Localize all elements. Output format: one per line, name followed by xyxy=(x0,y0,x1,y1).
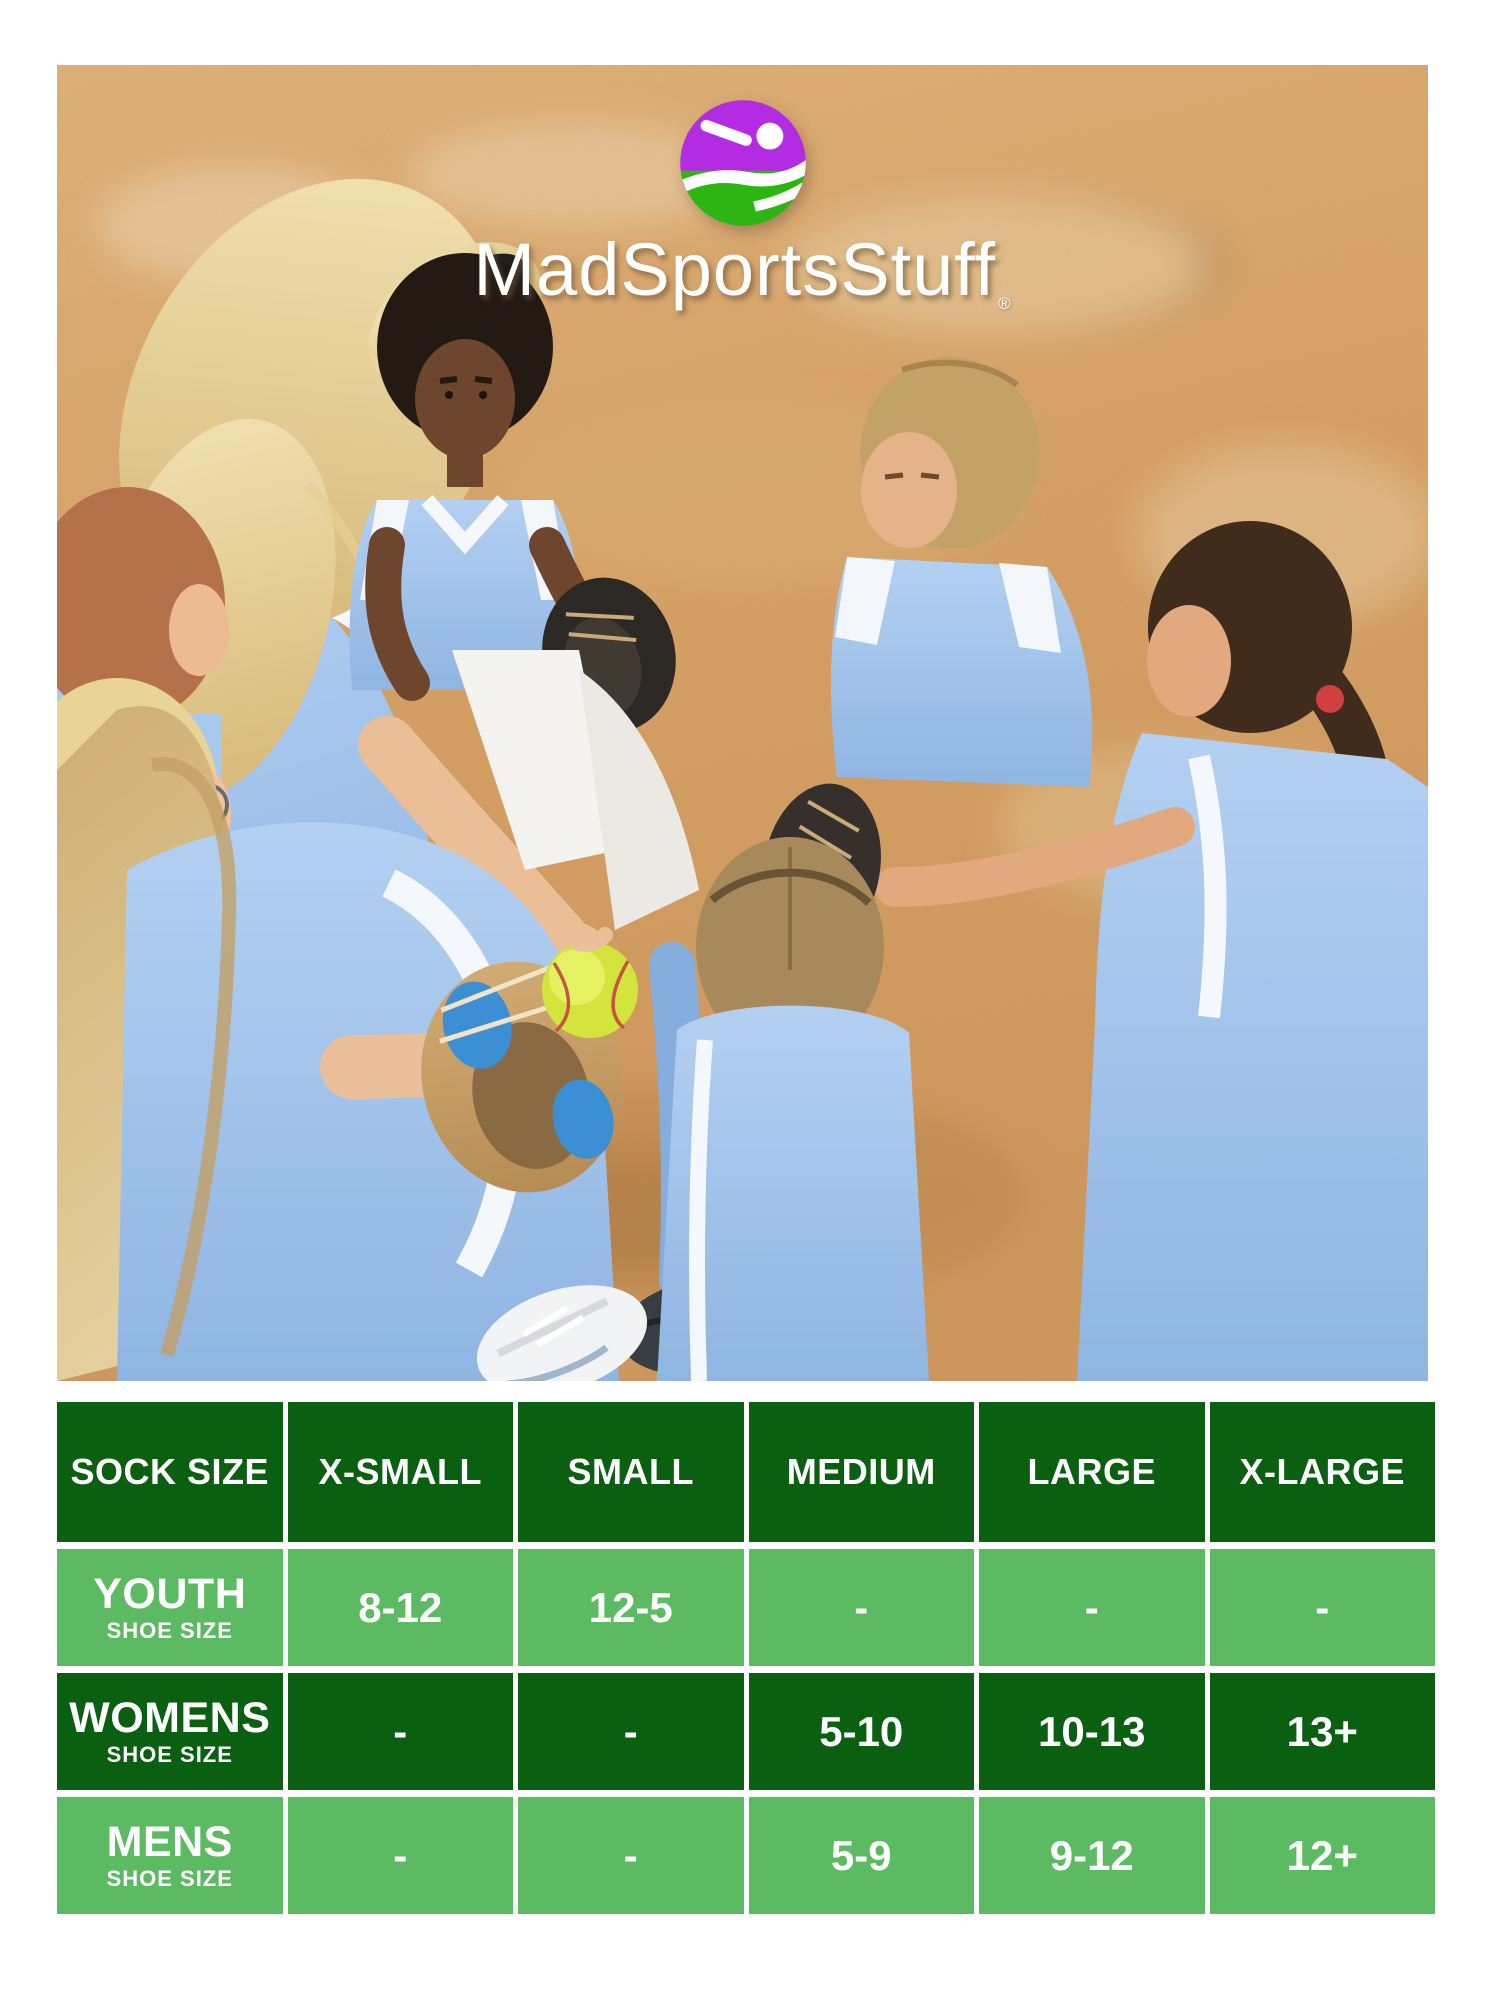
header-cell-x-small: X-SMALL xyxy=(287,1402,513,1542)
softball xyxy=(542,927,638,1038)
row-label: YOUTH xyxy=(93,1569,247,1618)
upper-right-player-figure xyxy=(831,357,1093,787)
registered-mark: ® xyxy=(998,294,1012,313)
header-cell-large: LARGE xyxy=(979,1402,1205,1542)
value-cell-youth-medium: - xyxy=(748,1549,974,1666)
value-cell-mens-small: - xyxy=(518,1797,744,1914)
value-cell-womens-small: - xyxy=(518,1673,744,1790)
row-label-cell-youth: YOUTH SHOE SIZE xyxy=(57,1549,283,1666)
team-photo: MadSportsStuff ® xyxy=(57,65,1428,1381)
header-cell-small: SMALL xyxy=(518,1402,744,1542)
size-chart-table: SOCK SIZE X-SMALL SMALL MEDIUM LARGE X-LARGE Y… xyxy=(57,1402,1435,1914)
header-cell-sock-size: SOCK SIZE xyxy=(57,1402,283,1542)
brand-name: MadSportsStuff ® xyxy=(473,233,1011,313)
foreground-player-figure xyxy=(57,706,619,1381)
brand-logo: MadSportsStuff ® xyxy=(57,99,1428,313)
header-cell-medium: MEDIUM xyxy=(748,1402,974,1542)
value-cell-womens-x-large: 13+ xyxy=(1209,1673,1435,1790)
value-cell-youth-small: 12-5 xyxy=(518,1549,744,1666)
team-photo-illustration xyxy=(57,65,1428,1381)
value-cell-youth-x-large: - xyxy=(1209,1549,1435,1666)
row-sublabel: SHOE SIZE xyxy=(106,1617,233,1643)
row-label: WOMENS xyxy=(69,1693,271,1742)
value-cell-womens-x-small: - xyxy=(287,1673,513,1790)
right-player-figure xyxy=(875,521,1428,1381)
value-cell-mens-large: 9-12 xyxy=(979,1797,1205,1914)
row-sublabel: SHOE SIZE xyxy=(106,1865,233,1891)
value-cell-youth-x-small: 8-12 xyxy=(287,1549,513,1666)
value-cell-mens-x-small: - xyxy=(287,1797,513,1914)
swinging-player-icon xyxy=(679,99,807,227)
value-cell-mens-x-large: 12+ xyxy=(1209,1797,1435,1914)
value-cell-womens-large: 10-13 xyxy=(979,1673,1205,1790)
value-cell-womens-medium: 5-10 xyxy=(748,1673,974,1790)
back-player-figure xyxy=(657,837,929,1381)
row-label: MENS xyxy=(106,1817,233,1866)
row-label-cell-womens: WOMENS SHOE SIZE xyxy=(57,1673,283,1790)
value-cell-youth-large: - xyxy=(979,1549,1205,1666)
row-sublabel: SHOE SIZE xyxy=(106,1741,233,1767)
white-sneaker xyxy=(476,1285,648,1381)
row-label-cell-mens: MENS SHOE SIZE xyxy=(57,1797,283,1914)
header-cell-x-large: X-LARGE xyxy=(1209,1402,1435,1542)
brand-name-text: MadSportsStuff xyxy=(473,228,997,311)
value-cell-mens-medium: 5-9 xyxy=(748,1797,974,1914)
